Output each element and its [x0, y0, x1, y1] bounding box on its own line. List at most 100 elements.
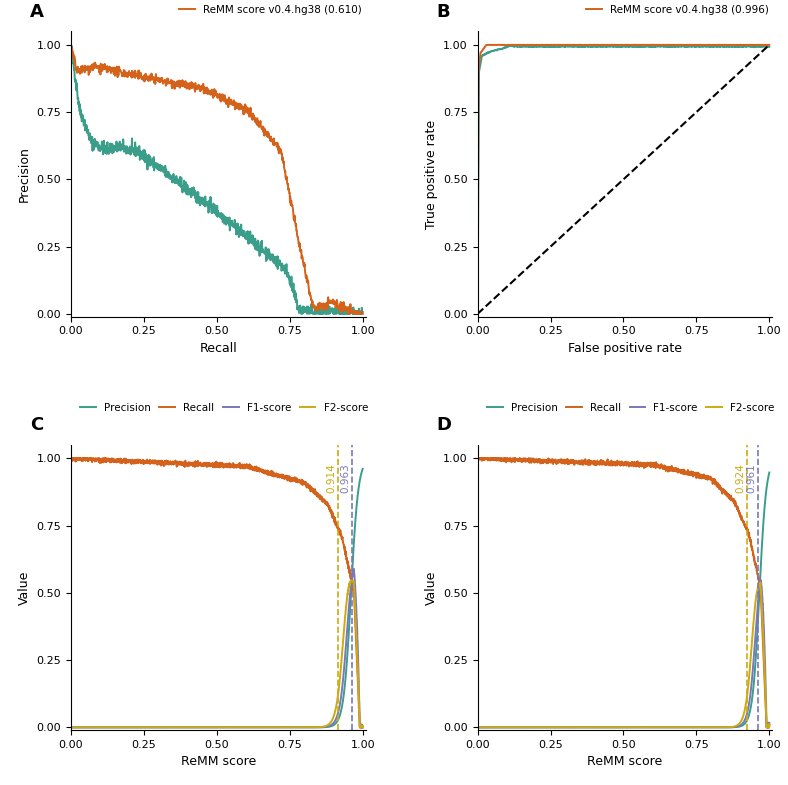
ReMM score v0.4.hg38 (0.996) — [591, 41, 600, 50]
Precision — [349, 535, 359, 544]
Recall — [607, 458, 616, 468]
Text: A: A — [30, 3, 43, 21]
ReMM score v0.4.hg38 (0.996) — [701, 40, 710, 49]
F2-score — [208, 723, 217, 732]
F2-score — [355, 723, 365, 732]
ReMM score v0.4.hg38 (0.996) — [503, 40, 512, 49]
ReMM score v0.4.hg19 (0.993) — [706, 42, 716, 51]
Recall — [762, 723, 771, 732]
ReMM score v0.4.hg19 (0.384) — [266, 253, 276, 262]
F1-score — [756, 576, 766, 586]
Recall — [488, 454, 497, 463]
Y-axis label: Value: Value — [425, 570, 437, 604]
Recall — [474, 454, 483, 463]
Recall — [66, 455, 76, 464]
F2-score — [762, 723, 771, 732]
Line: ReMM score v0.4.hg38 (0.996): ReMM score v0.4.hg38 (0.996) — [478, 45, 769, 314]
Y-axis label: Value: Value — [18, 570, 31, 604]
ReMM score v0.4.hg38 (0.610) — [266, 136, 276, 145]
Precision — [473, 723, 482, 732]
ReMM score v0.4.hg19 (0.993) — [764, 42, 774, 51]
F2-score — [350, 584, 359, 593]
ReMM score v0.4.hg19 (0.384) — [294, 301, 303, 311]
F1-score — [200, 723, 210, 732]
ReMM score v0.4.hg38 (0.996) — [706, 40, 716, 49]
Precision — [200, 723, 210, 732]
Line: ReMM score v0.4.hg19 (0.384): ReMM score v0.4.hg19 (0.384) — [71, 45, 362, 314]
ReMM score v0.4.hg38 (0.610) — [195, 82, 204, 92]
F2-score — [756, 589, 766, 598]
F1-score — [296, 723, 306, 732]
ReMM score v0.4.hg38 (0.610) — [358, 309, 367, 319]
Text: B: B — [437, 3, 450, 21]
ReMM score v0.4.hg38 (0.996) — [764, 40, 774, 49]
Recall — [615, 458, 624, 467]
Text: 0.924: 0.924 — [736, 464, 745, 494]
Recall — [350, 597, 359, 606]
ReMM score v0.4.hg38 (0.996) — [482, 40, 492, 49]
X-axis label: False positive rate: False positive rate — [568, 341, 682, 355]
Recall — [350, 593, 359, 602]
F1-score — [349, 564, 359, 574]
F2-score — [756, 578, 765, 587]
F2-score — [488, 723, 497, 732]
Precision — [756, 560, 766, 569]
Recall — [355, 723, 365, 732]
X-axis label: ReMM score: ReMM score — [587, 755, 663, 769]
Y-axis label: True positive rate: True positive rate — [425, 119, 437, 228]
F1-score — [764, 718, 774, 728]
Text: D: D — [437, 416, 452, 434]
F2-score — [347, 575, 356, 585]
Recall — [756, 590, 766, 599]
ReMM score v0.4.hg19 (0.993) — [503, 42, 512, 52]
F1-score — [615, 723, 624, 732]
Legend: Precision, Recall, F1-score, F2-score: Precision, Recall, F1-score, F2-score — [76, 399, 372, 417]
Line: Precision: Precision — [478, 473, 769, 728]
F2-score — [81, 723, 91, 732]
F2-score — [200, 723, 210, 732]
F1-score — [473, 723, 482, 732]
ReMM score v0.4.hg38 (0.610) — [184, 79, 194, 89]
F1-score — [762, 723, 771, 732]
Legend: ReMM score v0.4.hg19 (0.993), ReMM score v0.4.hg38 (0.996): ReMM score v0.4.hg19 (0.993), ReMM score… — [582, 0, 773, 19]
Line: Recall: Recall — [478, 458, 769, 728]
Precision — [703, 723, 712, 732]
Line: Precision: Precision — [71, 469, 362, 728]
X-axis label: ReMM score: ReMM score — [180, 755, 256, 769]
ReMM score v0.4.hg38 (0.996) — [601, 40, 611, 49]
ReMM score v0.4.hg19 (0.993) — [674, 42, 683, 52]
F2-score — [66, 723, 76, 732]
Recall — [296, 479, 306, 488]
F1-score — [607, 723, 616, 732]
F2-score — [296, 723, 306, 732]
Precision — [488, 723, 497, 732]
ReMM score v0.4.hg19 (0.384) — [358, 307, 367, 316]
Precision — [350, 532, 359, 542]
F1-score — [208, 723, 217, 732]
ReMM score v0.4.hg19 (0.993) — [473, 309, 482, 319]
F1-score — [355, 723, 365, 732]
Precision — [607, 723, 616, 732]
ReMM score v0.4.hg38 (0.996) — [674, 40, 683, 49]
ReMM score v0.4.hg38 (0.996) — [473, 309, 482, 319]
Recall — [358, 723, 367, 732]
ReMM score v0.4.hg38 (0.610) — [299, 261, 308, 270]
Text: C: C — [30, 416, 43, 434]
Text: 0.963: 0.963 — [340, 464, 351, 494]
Line: F2-score: F2-score — [478, 582, 769, 728]
Line: ReMM score v0.4.hg38 (0.610): ReMM score v0.4.hg38 (0.610) — [71, 45, 362, 314]
F1-score — [350, 568, 359, 578]
ReMM score v0.4.hg38 (0.610) — [345, 309, 355, 319]
Precision — [296, 723, 306, 732]
F1-score — [66, 723, 76, 732]
Line: F1-score: F1-score — [71, 569, 362, 728]
Line: F1-score: F1-score — [478, 579, 769, 728]
Line: F2-score: F2-score — [71, 580, 362, 728]
F1-score — [703, 723, 712, 732]
F2-score — [607, 723, 616, 732]
ReMM score v0.4.hg19 (0.384) — [96, 144, 106, 153]
F1-score — [350, 571, 359, 580]
Recall — [200, 458, 210, 467]
Recall — [756, 595, 766, 604]
ReMM score v0.4.hg38 (0.610) — [294, 236, 303, 246]
